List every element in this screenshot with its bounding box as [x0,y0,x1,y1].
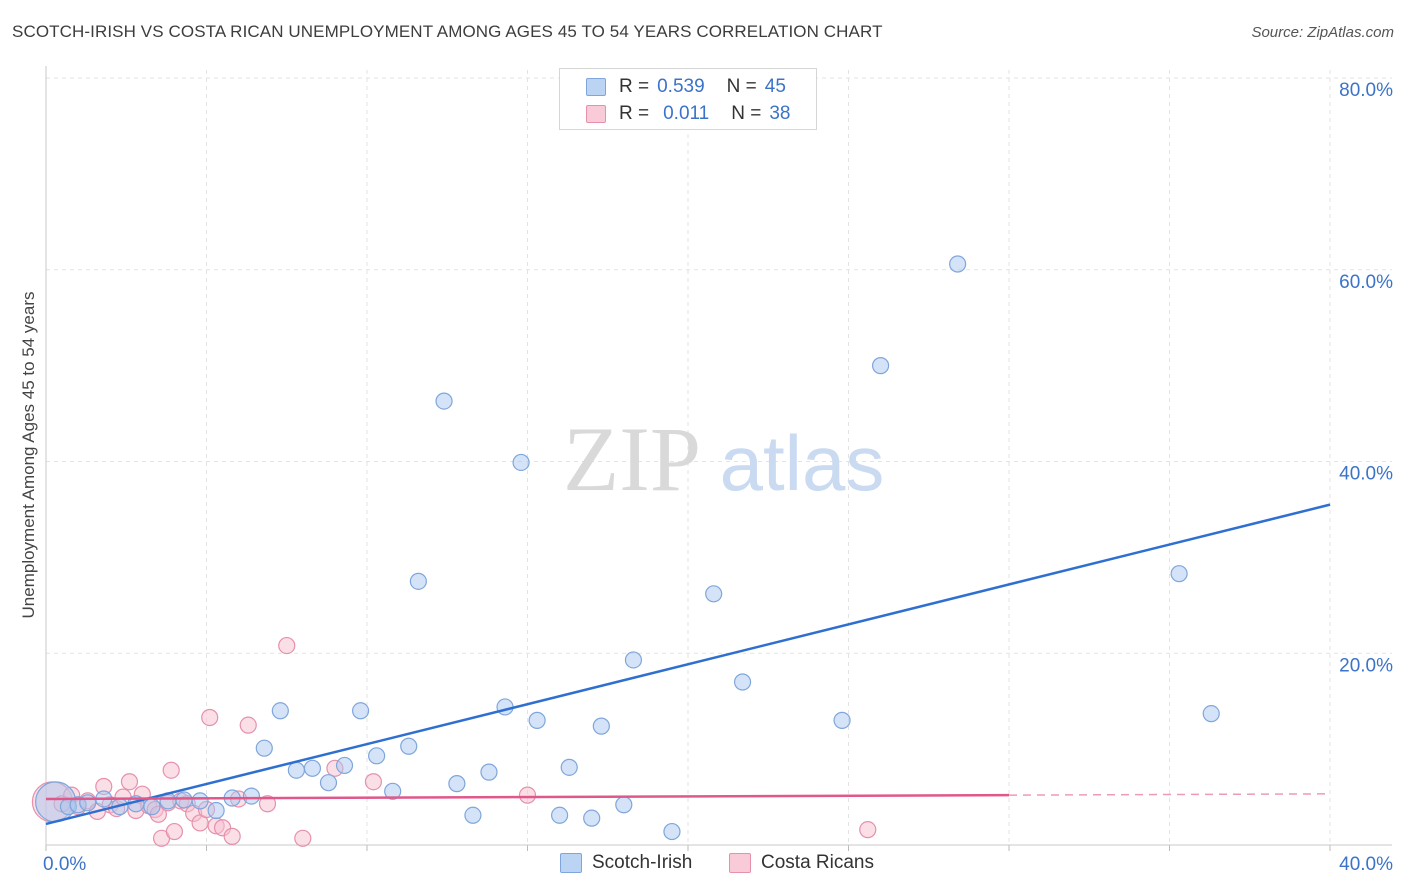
scotch-irish-point-41 [833,711,851,729]
scotch-irish-point-9 [175,791,193,809]
scotch-irish-point-44 [1170,565,1188,583]
scotch-irish-point-36 [615,796,633,814]
scotch-irish-point-28 [480,763,498,781]
scotch-irish-point-35 [592,717,610,735]
legend-n-label-1: N = [726,76,757,97]
costa-ricans-point-37 [859,821,877,839]
scotch-irish-point-14 [255,739,273,757]
scotch-irish-point-33 [560,758,578,776]
watermark-atlas: atlas [720,419,885,507]
source-label: Source: ZipAtlas.com [1251,24,1394,41]
scotch-irish-point-3 [79,794,97,812]
scotch-irish-point-42 [871,357,890,375]
scotch-irish-point-18 [319,774,338,792]
x-tick-label-40: 40.0% [1339,854,1393,875]
x-tick-label-0: 0.0% [43,854,86,875]
scotch-irish-point-27 [464,806,482,824]
costa-ricans-point-10 [120,773,139,791]
bottom-legend-costa-ricans: Costa Ricans [729,852,874,874]
bottom-legend-swatch-pink [729,853,751,873]
costa-ricans-point-30 [239,716,257,734]
legend-r-label-2: R = [619,103,650,124]
bottom-legend-label-1: Scotch-Irish [592,852,693,873]
scotch-irish-point-10 [191,792,209,810]
scotch-irish-point-16 [287,761,305,779]
scotch-irish-point-43 [949,255,967,273]
legend-n-label-2: N = [731,103,762,124]
tick-labels: 20.0% 40.0% 60.0% 80.0% 0.0% 40.0% [43,80,1393,875]
costa-ricans-point-28 [223,827,241,845]
scotch-irish-point-31 [528,711,546,729]
costa-ricans-point-25 [201,708,219,727]
gridlines [46,70,1392,845]
scotch-irish-point-7 [143,798,161,816]
costa-ricans-trend-line [45,793,1010,801]
scotch-irish-point-22 [384,782,402,800]
scotch-irish-point-38 [663,822,681,841]
scotch-irish-point-13 [242,787,261,805]
axes [45,66,1392,851]
y-tick-label-40: 40.0% [1339,464,1393,485]
y-tick-label-80: 80.0% [1339,80,1393,101]
costa-ricans-point-31 [258,795,277,813]
scotch-irish-point-37 [624,651,643,669]
costa-ricans-point-19 [165,822,183,841]
scotch-irish-point-26 [448,775,466,793]
y-tick-label-60: 60.0% [1339,272,1393,293]
scotch-irish-point-40 [733,673,752,691]
legend-r-label-1: R = [619,76,650,97]
costa-ricans-point-32 [278,636,296,655]
legend-r-value-1: 0.539 [657,76,705,97]
scotch-irish-point-21 [368,747,386,765]
trend-lines [45,503,1331,826]
scotch-irish-point-19 [335,756,354,775]
legend-row-costa-ricans: R = 0.011 N = 38 [586,102,791,126]
scotch-irish-point-15 [271,702,289,720]
scotch-irish-point-45 [1202,705,1220,723]
scotch-irish-point-11 [207,801,225,820]
watermark-zip: ZIP [563,408,701,510]
scotch-irish-point-23 [400,737,418,755]
scotch-irish-point-24 [409,572,427,590]
scotch-irish-point-39 [705,585,723,603]
scotch-irish-point-20 [351,702,370,720]
costa-ricans-point-18 [162,761,180,779]
legend-n-value-1: 45 [764,76,786,97]
bottom-legend-scotch-irish: Scotch-Irish [560,852,692,874]
scotch-irish-points [35,255,1220,841]
legend-n-value-2: 38 [769,103,791,124]
scotch-irish-point-34 [583,809,601,827]
bottom-legend-swatch-blue [560,853,582,873]
costa-ricans-trend-extension [1008,793,1331,796]
costa-ricans-point-33 [294,829,312,847]
scotch-irish-point-32 [550,806,569,824]
stats-legend: R = 0.539 N = 45 R = 0.011 N = 38 [559,68,817,130]
legend-row-scotch-irish: R = 0.539 N = 45 [586,75,786,99]
scotch-irish-point-25 [435,392,453,410]
scotch-irish-point-30 [512,453,530,472]
legend-r-value-2: 0.011 [663,103,710,124]
costa-ricans-points [31,636,877,847]
scotch-irish-trend-line [45,503,1331,826]
scotch-irish-point-29 [496,698,514,716]
costa-ricans-point-35 [364,773,383,791]
legend-swatch-blue [586,78,606,96]
chart-title: SCOTCH-IRISH VS COSTA RICAN UNEMPLOYMENT… [12,22,883,41]
costa-ricans-point-36 [518,786,537,804]
y-tick-label-20: 20.0% [1339,655,1393,676]
legend-swatch-pink [586,105,606,123]
scotch-irish-point-17 [303,759,322,777]
bottom-legend-label-2: Costa Ricans [761,852,874,873]
